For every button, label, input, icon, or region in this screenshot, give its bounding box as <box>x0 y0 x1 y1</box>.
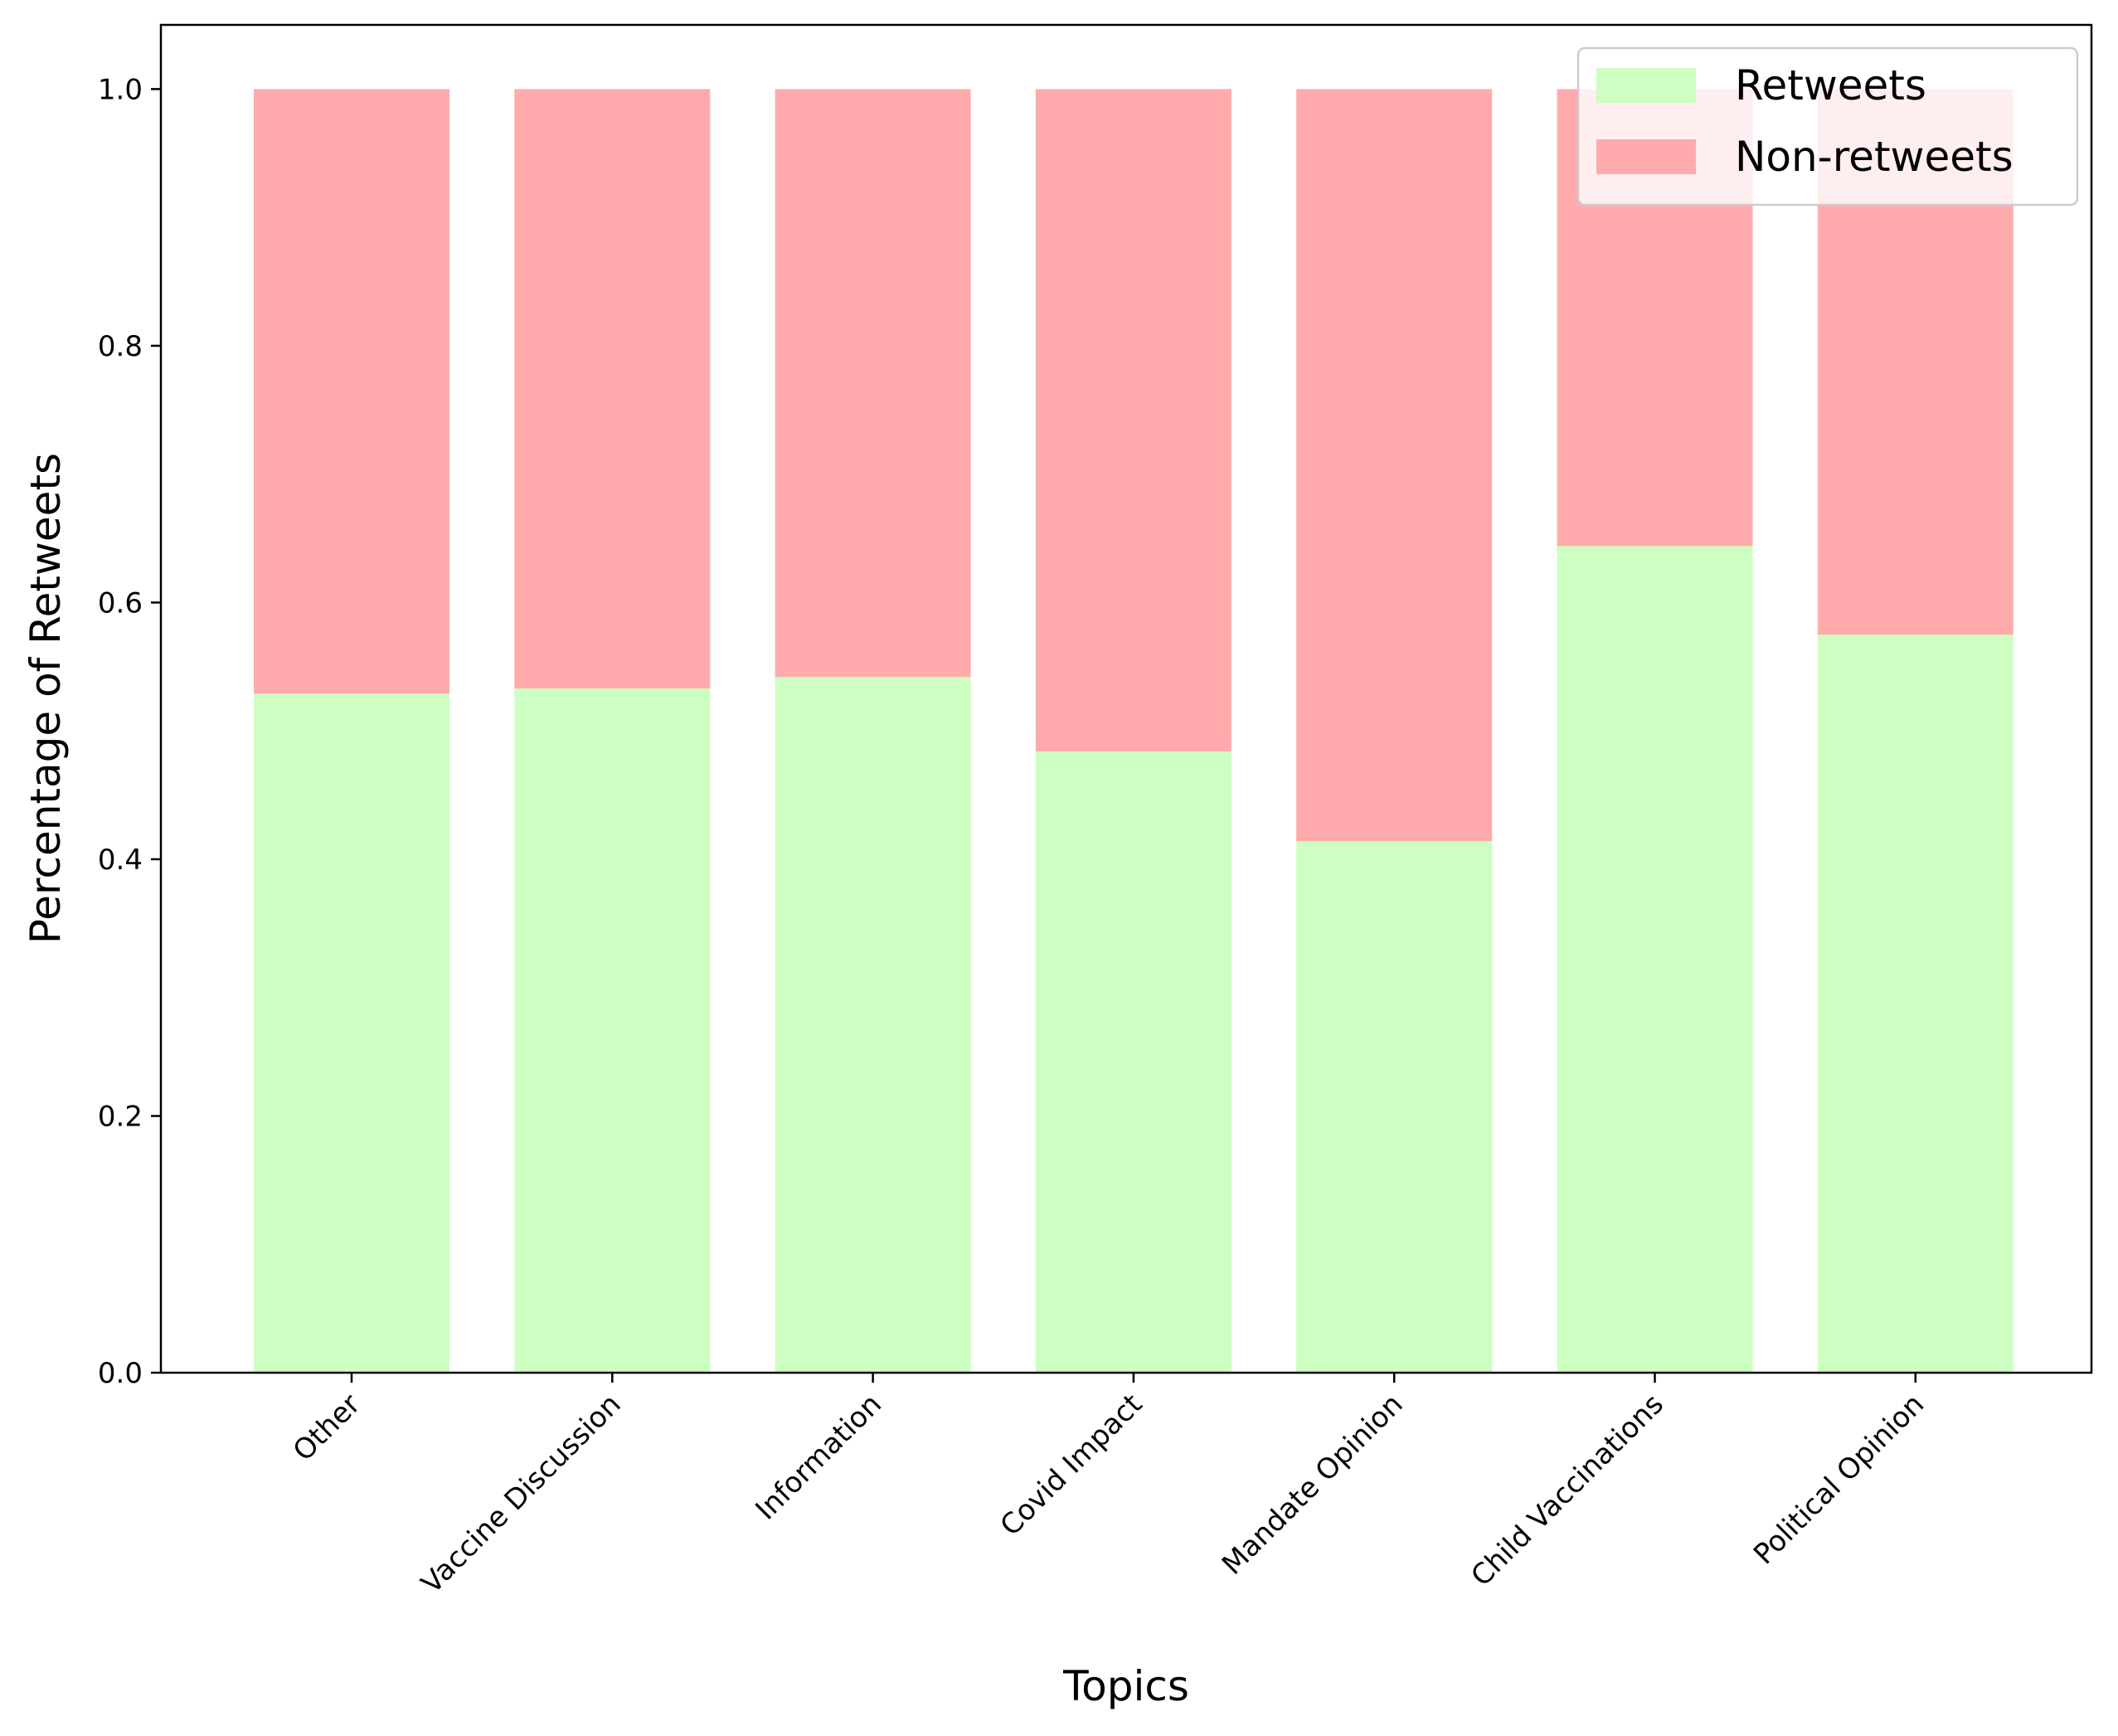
x-tick-label: Other <box>287 1388 367 1468</box>
legend-swatch-retweets <box>1596 68 1696 103</box>
x-tick-label: Covid Impact <box>994 1388 1149 1543</box>
plot-frame <box>159 23 2093 1374</box>
bar-retweets-information <box>775 677 971 1373</box>
y-axis-label: Percentage of Retweets <box>22 453 70 944</box>
bar-retweets-covid-impact <box>1035 751 1231 1373</box>
bar-non-retweets-information <box>775 89 971 678</box>
legend-label-retweets: Retweets <box>1735 61 1926 109</box>
x-tick-label: Information <box>750 1388 888 1526</box>
legend-swatch-non-retweets <box>1596 139 1696 174</box>
y-tick-label: 0.6 <box>98 586 143 620</box>
bars-layer <box>254 89 2014 1373</box>
bar-non-retweets-other <box>254 89 449 694</box>
y-tick-label: 1.0 <box>98 73 143 106</box>
y-tick-label: 0.8 <box>98 330 143 363</box>
y-tick-label: 0.4 <box>98 844 143 877</box>
legend-box <box>1576 46 2079 207</box>
bar-retweets-child-vaccinations <box>1557 546 1753 1373</box>
x-axis-label: Topics <box>1062 1662 1189 1710</box>
x-tick-label: Mandate Opinion <box>1216 1388 1410 1582</box>
bar-non-retweets-vaccine-discussion <box>514 89 711 689</box>
bar-non-retweets-mandate-opinion <box>1296 89 1493 842</box>
x-tick-label: Political Opinion <box>1747 1388 1931 1571</box>
x-axis-ticks: Other Vaccine Discussion Information Covid … <box>287 1373 1931 1600</box>
y-tick-label: 0.0 <box>98 1357 143 1390</box>
y-tick-label: 0.2 <box>98 1100 143 1133</box>
y-axis-ticks: 0.0 0.2 0.4 0.6 0.8 1.0 <box>98 73 161 1390</box>
bar-retweets-other <box>254 693 449 1373</box>
bar-retweets-vaccine-discussion <box>514 688 711 1373</box>
legend: Retweets Non-retweets <box>1576 46 2079 207</box>
bar-retweets-political-opinion <box>1817 635 2014 1373</box>
bar-retweets-mandate-opinion <box>1296 841 1493 1373</box>
bar-non-retweets-covid-impact <box>1035 89 1231 751</box>
legend-label-non-retweets: Non-retweets <box>1735 133 2014 181</box>
x-tick-label: Vaccine Discussion <box>415 1388 627 1600</box>
x-tick-label: Child Vaccinations <box>1465 1388 1670 1593</box>
